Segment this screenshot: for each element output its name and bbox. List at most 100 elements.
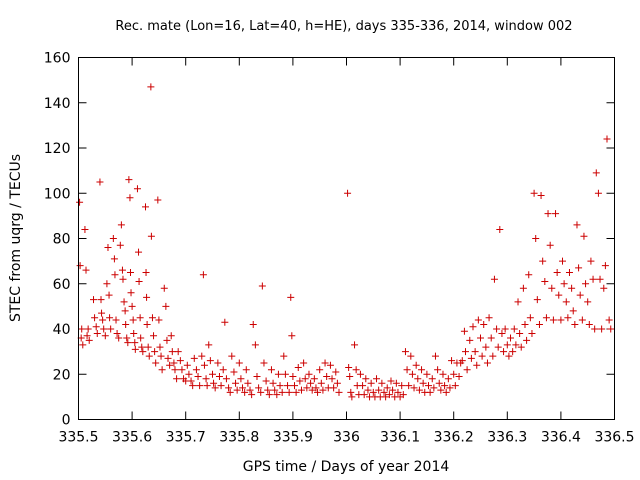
data-point [242, 366, 250, 374]
data-point [117, 221, 125, 229]
x-tick-label: 335.5 [58, 430, 98, 446]
data-point [576, 291, 584, 299]
data-point [478, 352, 486, 360]
data-point [257, 388, 265, 396]
x-tick-label: 335.9 [273, 430, 313, 446]
data-point [151, 348, 159, 356]
data-point [317, 379, 325, 387]
data-point [389, 386, 397, 394]
data-point [109, 235, 117, 242]
data-point [546, 241, 554, 249]
data-point [237, 375, 245, 383]
data-point [523, 336, 531, 344]
data-point [260, 359, 268, 367]
data-point [352, 366, 360, 374]
data-point [246, 386, 254, 394]
data-point [401, 348, 409, 356]
data-point [525, 271, 533, 279]
data-point [603, 135, 611, 143]
data-point [526, 314, 534, 322]
data-point [344, 189, 352, 197]
data-point [148, 314, 156, 322]
data-point [211, 384, 219, 392]
data-point [222, 375, 230, 383]
data-point [178, 366, 186, 374]
data-point [203, 382, 211, 390]
data-point [76, 262, 84, 270]
data-point [200, 361, 208, 369]
data-point [101, 332, 109, 340]
data-point [394, 388, 402, 396]
data-point [559, 257, 567, 265]
data-point [592, 169, 600, 177]
data-point [297, 386, 305, 394]
data-point [498, 330, 506, 338]
data-point [96, 178, 104, 186]
data-point [84, 325, 92, 333]
data-point [206, 357, 214, 365]
data-point [410, 384, 418, 392]
data-point [501, 325, 509, 333]
data-point [122, 320, 130, 328]
data-point [399, 391, 407, 399]
data-point [548, 284, 556, 292]
data-point [425, 382, 433, 390]
data-point [463, 366, 471, 374]
data-point [99, 316, 107, 324]
data-point [601, 262, 609, 270]
data-point [383, 384, 391, 392]
data-point [281, 370, 289, 378]
data-point [90, 296, 98, 304]
data-point [129, 316, 137, 324]
data-point [490, 275, 498, 283]
data-point [162, 302, 170, 310]
data-point [330, 384, 338, 392]
data-point [503, 341, 511, 349]
data-point [435, 379, 443, 387]
data-point [419, 379, 427, 387]
data-point [460, 327, 468, 335]
data-point [135, 248, 143, 256]
data-point [571, 320, 579, 328]
data-point [196, 382, 204, 390]
data-point [98, 309, 106, 317]
data-point [584, 298, 592, 306]
data-point [428, 375, 436, 383]
data-point [285, 388, 293, 396]
data-point [248, 391, 256, 399]
data-point [113, 330, 121, 338]
x-tick-label: 336 [333, 430, 360, 446]
data-point [494, 343, 502, 351]
data-point [267, 366, 275, 374]
data-point [423, 370, 431, 378]
data-point [335, 388, 343, 396]
data-point [562, 298, 570, 306]
data-point [364, 386, 372, 394]
data-point [301, 375, 309, 383]
data-point [367, 379, 375, 387]
data-point [328, 375, 336, 383]
data-point [106, 314, 114, 322]
y-tick-label: 100 [44, 186, 71, 202]
data-point [448, 357, 456, 365]
data-point [210, 379, 218, 387]
data-point [373, 375, 381, 383]
data-point [521, 320, 529, 328]
data-point [360, 391, 368, 399]
data-point [249, 320, 257, 328]
data-point [164, 354, 172, 362]
data-point [575, 264, 583, 272]
data-point [382, 393, 390, 401]
data-point [303, 384, 311, 392]
data-point [131, 339, 139, 347]
axis-ticks: 335.5 335.6 335.7 335.8 335.9 336 336.1 336.2 33… [44, 51, 635, 446]
data-point [477, 334, 484, 342]
data-point [294, 363, 302, 371]
data-point [482, 343, 490, 351]
data-point [131, 345, 139, 353]
data-point [291, 382, 299, 390]
data-point [348, 393, 356, 401]
data-point [555, 291, 563, 299]
data-point [255, 384, 263, 392]
data-point [183, 361, 191, 369]
